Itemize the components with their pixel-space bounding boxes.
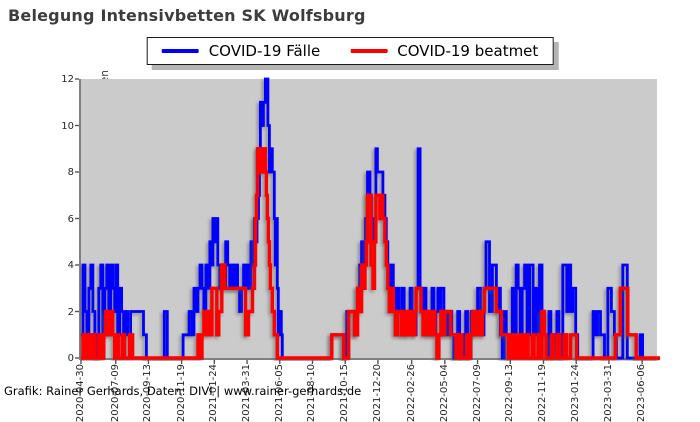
- attribution-footer: Grafik: Rainer Gerhards, Daten: DIVI | w…: [4, 384, 362, 398]
- x-tick-label-text: 2022-09-13: [504, 364, 516, 422]
- y-tick-label: 0: [67, 353, 74, 364]
- y-tick-label: 2: [67, 306, 74, 318]
- legend-swatch-faelle-icon: [161, 49, 199, 53]
- y-tick-label: 4: [67, 260, 74, 271]
- x-tick-label-text: 2023-03-31: [602, 364, 614, 422]
- x-tick-label-text: 2022-11-19: [537, 364, 549, 422]
- legend-item-beatmet: COVID-19 beatmet: [350, 42, 538, 60]
- y-tick-label: 10: [61, 120, 74, 132]
- legend-label-faelle: COVID-19 Fälle: [208, 42, 321, 60]
- x-tick-label-text: 2023-01-24: [570, 364, 582, 422]
- legend: COVID-19 Fälle COVID-19 beatmet: [146, 37, 554, 65]
- y-tick-label: 8: [67, 167, 74, 178]
- legend-label-beatmet: COVID-19 beatmet: [397, 42, 539, 60]
- legend-item-faelle: COVID-19 Fälle: [161, 42, 321, 60]
- x-tick-label-text: 2022-02-26: [405, 364, 417, 422]
- x-tick-label-text: 2022-07-09: [471, 364, 483, 422]
- legend-swatch-beatmet-icon: [350, 49, 388, 53]
- y-tick-label: 12: [61, 74, 74, 85]
- chart-title: Belegung Intensivbetten SK Wolfsburg: [8, 6, 366, 25]
- plot-area: [81, 79, 657, 358]
- x-tick-label-text: 2021-12-20: [371, 364, 383, 422]
- x-tick-label-text: 2022-05-04: [438, 364, 450, 422]
- x-tick-label-text: 2023-06-06: [636, 364, 648, 422]
- y-tick-label: 6: [67, 213, 74, 225]
- figure: Belegung Intensivbetten SK Wolfsburg COV…: [4, 6, 660, 422]
